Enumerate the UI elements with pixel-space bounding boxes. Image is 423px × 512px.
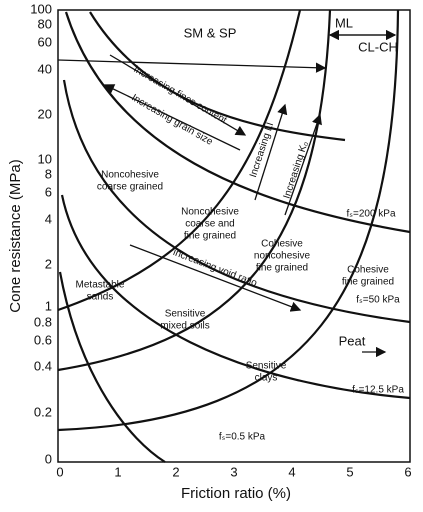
zone-label: Sensitive [165,309,206,320]
void-arrow [129,244,302,312]
y-tick-label: 80 [38,16,52,31]
li-arrow [254,103,288,201]
sm-sp-arrow [57,59,327,73]
zone-label: fine grained [256,263,308,274]
y-tick-label: 6 [45,184,52,199]
zone-label: Noncohesive [101,170,159,181]
y-tick-label: 1 [45,298,52,313]
annotation: Increasing fines content [131,64,228,126]
x-ticks: 0 1 2 3 4 5 6 [56,464,411,479]
zone-label: coarse grained [97,182,163,193]
curve-fs50 [62,79,411,324]
zone-label: coarse and [185,219,234,230]
y-tick-label: 0 [45,451,52,466]
zone-label: fine grained [342,277,394,288]
y-tick-label: 60 [38,34,52,49]
curve-rise-b [57,9,332,372]
y-tick-label: 20 [38,106,52,121]
y-tick-label: 0.8 [34,314,52,329]
zone-label: Cohesive [261,239,303,250]
zone-label: Metastable [76,280,125,291]
y-tick-label: 0.6 [34,332,52,347]
x-tick-label: 5 [346,464,353,479]
y-tick-label: 10 [38,151,52,166]
zone-label: SM & SP [184,25,237,40]
y-tick-label: 100 [30,1,52,16]
x-axis-label: Friction ratio (%) [181,485,291,502]
curve-label: fₛ=0.5 kPa [219,432,266,443]
zone-label: Peat [339,333,366,348]
y-tick-label: 40 [38,61,52,76]
y-tick-label: 4 [45,211,52,226]
x-tick-label: 0 [56,464,63,479]
y-tick-label: 2 [45,256,52,271]
x-tick-label: 4 [288,464,295,479]
y-tick-label: 0.2 [34,404,52,419]
x-tick-label: 2 [172,464,179,479]
curve-sand [89,11,346,142]
y-ticks: 100 80 60 40 20 10 8 6 4 2 1 0.8 0.6 0.4… [30,1,52,466]
zone-label: CL-CH [358,39,398,54]
x-tick-label: 3 [230,464,237,479]
x-tick-label: 6 [404,464,411,479]
zone-label: ML [335,15,353,30]
curve-label: fₛ=12.5 kPa [352,385,404,396]
zone-label: Noncohesive [181,207,239,218]
plot-frame [57,9,411,463]
y-tick-label: 0.4 [34,358,52,373]
curve-fs05 [58,271,166,463]
zone-label: noncohesive [254,251,311,262]
curve-label: fₛ=50 kPa [356,295,400,306]
curve-fs200 [64,11,411,234]
annotation: increasing void ratio [171,247,258,289]
boundaries [57,9,411,463]
y-axis-label: Cone resistance (MPa) [7,159,24,312]
curve-fs12 [60,194,411,400]
grain-arrow [103,84,241,151]
zone-label: clays [255,373,278,384]
zone-label: Cohesive [347,265,389,276]
zone-label: sands [87,292,114,303]
x-tick-label: 1 [114,464,121,479]
zone-label: mixed soils [160,321,209,332]
fines-arrow [109,54,247,136]
ko-arrow [284,113,322,216]
y-tick-label: 8 [45,166,52,181]
curve-label: fₛ=200 kPa [346,209,395,220]
curve-rise-c [57,9,400,432]
zone-label: fine grained [184,231,236,242]
zone-label: Sensitive [246,361,287,372]
curve-rise-a [57,9,302,312]
